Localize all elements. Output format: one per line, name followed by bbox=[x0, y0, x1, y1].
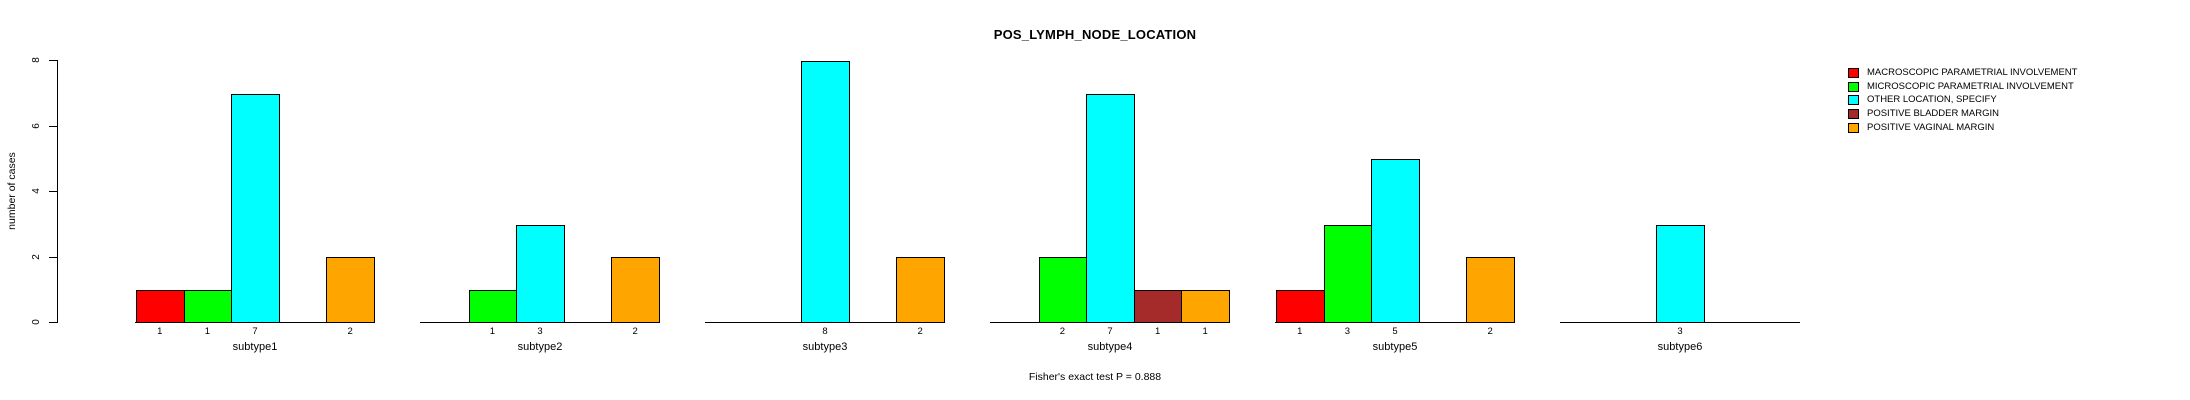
bar-value-label: 8 bbox=[822, 326, 828, 337]
y-axis-line bbox=[57, 60, 58, 323]
group-label: subtype3 bbox=[802, 341, 848, 353]
bar bbox=[469, 290, 517, 323]
bar-value-label: 1 bbox=[1154, 326, 1161, 337]
legend-label: OTHER LOCATION, SPECIFY bbox=[1867, 94, 1997, 105]
bar bbox=[1134, 290, 1182, 323]
group-label: subtype5 bbox=[1372, 341, 1418, 353]
bar-value-label: 2 bbox=[917, 326, 923, 337]
bar-value-label: 3 bbox=[1344, 326, 1351, 337]
bar bbox=[516, 225, 565, 323]
bar-value-label: 1 bbox=[204, 326, 211, 337]
group-label: subtype4 bbox=[1087, 341, 1133, 353]
bar-value-label: 2 bbox=[1059, 326, 1066, 337]
bar bbox=[1276, 290, 1325, 323]
legend-swatch bbox=[1848, 123, 1859, 133]
bar-value-label: 2 bbox=[347, 326, 353, 337]
bar bbox=[1371, 159, 1420, 323]
bar bbox=[801, 61, 850, 323]
bar-value-label: 2 bbox=[632, 326, 638, 337]
bar-value-label: 7 bbox=[1107, 326, 1113, 337]
bar bbox=[1039, 257, 1087, 323]
bar-value-label: 5 bbox=[1392, 326, 1398, 337]
y-tick bbox=[49, 257, 57, 258]
bar bbox=[1656, 225, 1705, 323]
bar bbox=[136, 290, 185, 323]
legend: MACROSCOPIC PARAMETRIAL INVOLVEMENT MICRO… bbox=[1848, 68, 2178, 138]
legend-label: POSITIVE VAGINAL MARGIN bbox=[1867, 122, 1995, 133]
bar bbox=[1466, 257, 1515, 323]
y-tick-label: 6 bbox=[31, 123, 42, 129]
bar-value-label: 1 bbox=[1202, 326, 1208, 337]
group-label: subtype2 bbox=[517, 341, 563, 353]
y-tick bbox=[49, 126, 57, 127]
bar-value-label: 2 bbox=[1487, 326, 1493, 337]
bar bbox=[611, 257, 660, 323]
y-tick bbox=[49, 322, 57, 323]
bar-value-label: 1 bbox=[157, 326, 163, 337]
y-tick bbox=[49, 191, 57, 192]
bar bbox=[231, 94, 280, 323]
y-tick-label: 8 bbox=[31, 57, 42, 63]
y-tick-label: 2 bbox=[31, 254, 42, 260]
legend-label: MACROSCOPIC PARAMETRIAL INVOLVEMENT bbox=[1867, 67, 2078, 78]
chart-title: POS_LYMPH_NODE_LOCATION bbox=[993, 27, 1197, 42]
bar-value-label: 1 bbox=[1297, 326, 1303, 337]
bar bbox=[326, 257, 375, 323]
y-tick-label: 4 bbox=[31, 188, 42, 194]
legend-swatch bbox=[1848, 95, 1859, 105]
bar bbox=[1181, 290, 1230, 323]
bar bbox=[1086, 94, 1135, 323]
legend-label: MICROSCOPIC PARAMETRIAL INVOLVEMENT bbox=[1867, 81, 2074, 92]
bar-value-label: 3 bbox=[537, 326, 543, 337]
fisher-test-caption: Fisher's exact test P = 0.888 bbox=[1028, 371, 1162, 383]
bar-value-label: 3 bbox=[1677, 326, 1683, 337]
group-label: subtype1 bbox=[232, 341, 278, 353]
legend-label: POSITIVE BLADDER MARGIN bbox=[1867, 108, 1999, 119]
bar-value-label: 1 bbox=[489, 326, 496, 337]
legend-swatch bbox=[1848, 68, 1859, 78]
legend-swatch bbox=[1848, 109, 1859, 119]
bar-value-label: 7 bbox=[252, 326, 258, 337]
group-label: subtype6 bbox=[1657, 341, 1703, 353]
y-tick bbox=[49, 60, 57, 61]
bar bbox=[184, 290, 232, 323]
plot-area: 0 2 4 6 8 1 1 7 2 subtype1 1 3 2 subtype2 8 2 subtype3 2 7… bbox=[31, 57, 1800, 353]
y-tick-label: 0 bbox=[31, 319, 42, 325]
bar bbox=[896, 257, 945, 323]
legend-swatch bbox=[1848, 82, 1859, 92]
bar bbox=[1324, 225, 1372, 323]
